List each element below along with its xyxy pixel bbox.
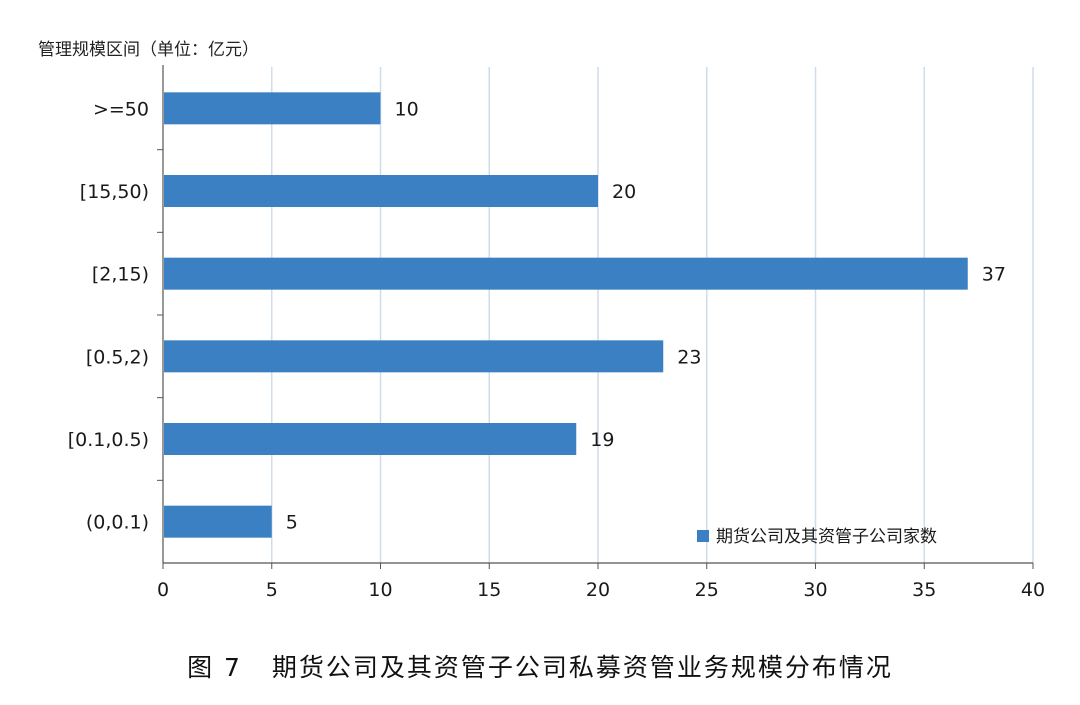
bar	[164, 92, 381, 125]
data-labels: 10 20 37 23 19 5	[286, 98, 1006, 533]
category-label: [2,15)	[92, 264, 149, 286]
category-label: [0.5,2)	[86, 346, 149, 368]
x-tick-label: 40	[1021, 579, 1045, 601]
data-label: 20	[612, 181, 636, 203]
category-labels: >=50 [15,50) [2,15) [0.5,2) [0.1,0.5) (0,0.1)	[68, 98, 149, 533]
bar	[164, 175, 598, 207]
x-tick-label: 35	[912, 579, 936, 601]
category-label: >=50	[93, 98, 149, 120]
bar	[164, 340, 664, 373]
category-label: (0,0.1)	[86, 512, 149, 534]
x-tick-labels: 0 5 10 15 20 25 30 35 40	[157, 579, 1045, 601]
data-label: 10	[395, 98, 419, 120]
data-label: 23	[677, 346, 701, 368]
grid-lines	[271, 67, 1034, 563]
data-label: 5	[286, 512, 298, 534]
x-tick-label: 5	[266, 579, 278, 601]
bar	[164, 505, 272, 538]
category-label: [0.1,0.5)	[68, 429, 149, 451]
bar	[164, 257, 968, 290]
legend-label: 期货公司及其资管子公司家数	[716, 527, 937, 547]
data-label: 37	[982, 264, 1006, 286]
bar-chart: >=50 [15,50) [2,15) [0.5,2) [0.1,0.5) (0,0.1)…	[68, 65, 1045, 601]
x-tick-label: 0	[157, 579, 169, 601]
x-tick-label: 30	[803, 579, 827, 601]
x-tick-label: 20	[586, 579, 610, 601]
figure-caption: 图 7 期货公司及其资管子公司私募资管业务规模分布情况	[0, 648, 1080, 684]
x-tick-label: 25	[695, 579, 719, 601]
figure-number: 图 7	[187, 653, 242, 682]
x-tick-label: 10	[368, 579, 392, 601]
data-label: 19	[590, 429, 614, 451]
y-axis-title: 管理规模区间（单位：亿元）	[38, 40, 259, 60]
bar	[164, 423, 577, 455]
x-tick-label: 15	[477, 579, 501, 601]
bars	[164, 92, 968, 538]
figure-title: 期货公司及其资管子公司私募资管业务规模分布情况	[271, 653, 893, 682]
axes	[157, 65, 1034, 569]
legend-swatch	[697, 530, 709, 542]
legend: 期货公司及其资管子公司家数	[697, 527, 937, 547]
category-label: [15,50)	[80, 181, 149, 203]
